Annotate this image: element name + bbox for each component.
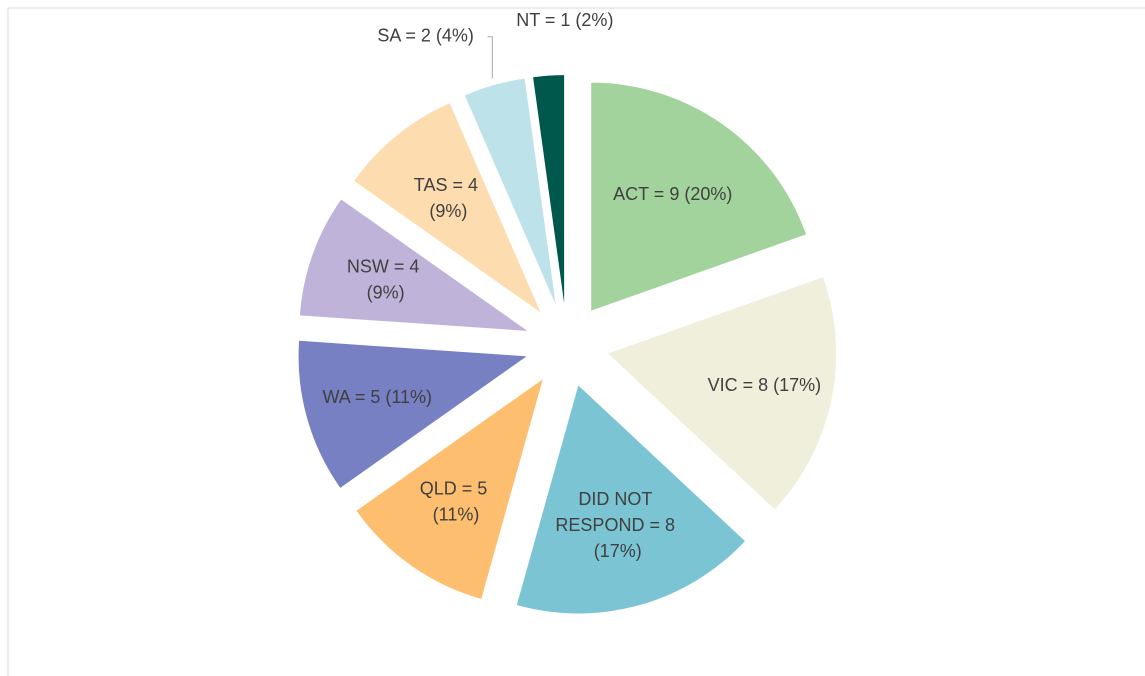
pie-slice bbox=[356, 379, 543, 599]
data-label: NT = 1 (2%) bbox=[516, 10, 613, 30]
pie-slice bbox=[533, 75, 565, 304]
data-label: QLD = 5 (11%) bbox=[420, 478, 493, 524]
data-label: SA = 2 (4%) bbox=[377, 25, 474, 45]
data-label: DID NOT RESPOND = 8 (17%) bbox=[555, 489, 680, 561]
pie-slice bbox=[591, 82, 807, 311]
leader-line bbox=[487, 36, 493, 79]
pie-slice bbox=[608, 277, 837, 510]
data-label: ACT = 9 (20%) bbox=[613, 184, 732, 204]
pie-slice bbox=[299, 199, 528, 331]
data-label: VIC = 8 (17%) bbox=[708, 375, 822, 395]
pie-slice bbox=[354, 103, 541, 313]
pie-slice bbox=[464, 78, 556, 305]
data-label: TAS = 4 (9%) bbox=[414, 175, 483, 221]
pie-slice bbox=[516, 385, 745, 614]
pie-slice bbox=[298, 340, 527, 488]
data-label: WA = 5 (11%) bbox=[322, 387, 432, 407]
data-label: NSW = 4 (9%) bbox=[347, 256, 425, 302]
chart-frame bbox=[7, 7, 1145, 676]
